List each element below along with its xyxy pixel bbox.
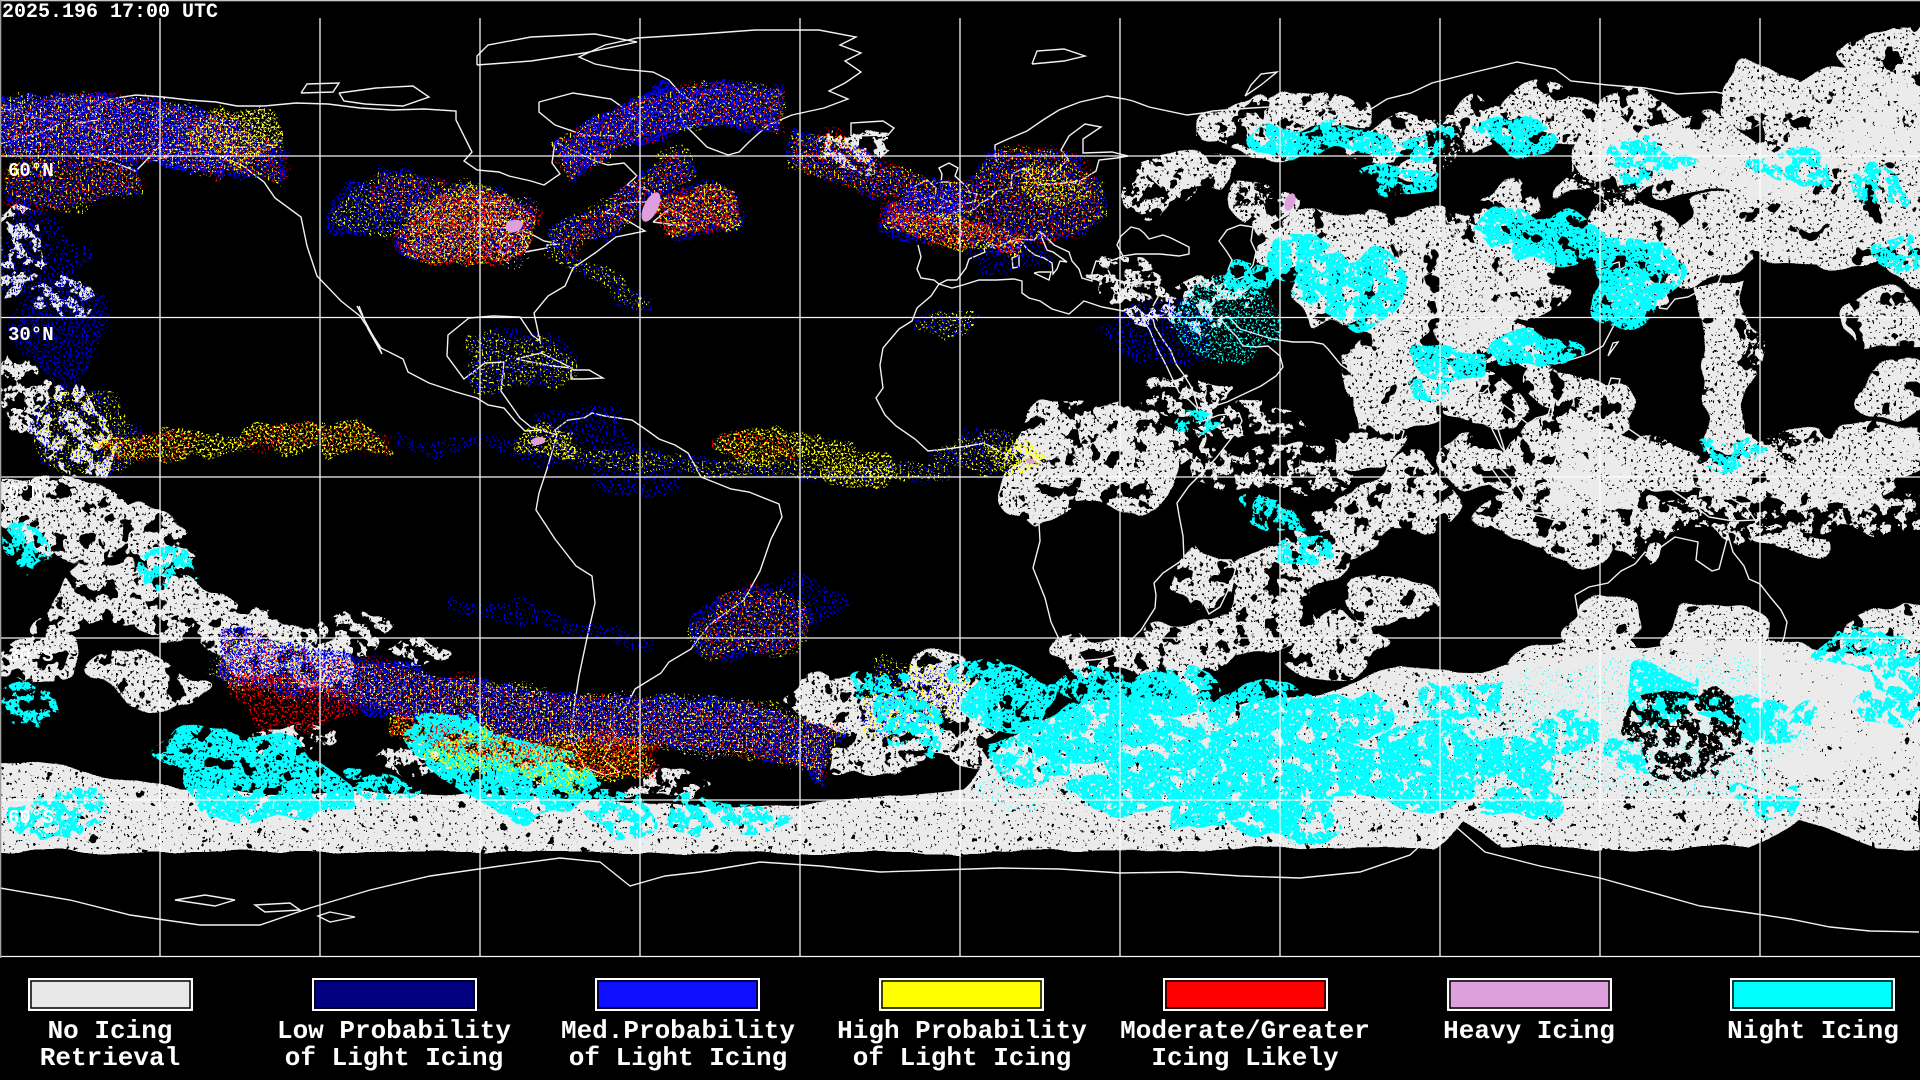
svg-text:No Icing: No Icing xyxy=(48,1016,173,1046)
svg-text:30°S: 30°S xyxy=(8,645,54,667)
svg-text:Retrieval: Retrieval xyxy=(40,1043,180,1073)
svg-text:Heavy Icing: Heavy Icing xyxy=(1443,1016,1615,1046)
svg-text:of Light Icing: of Light Icing xyxy=(285,1043,503,1073)
svg-text:0°N: 0°N xyxy=(8,482,42,504)
svg-text:Low Probability: Low Probability xyxy=(277,1016,511,1046)
svg-text:of Light Icing: of Light Icing xyxy=(853,1043,1071,1073)
svg-text:Night Icing: Night Icing xyxy=(1727,1016,1899,1046)
svg-text:Moderate/Greater: Moderate/Greater xyxy=(1120,1016,1370,1046)
svg-text:30°N: 30°N xyxy=(8,324,54,346)
svg-text:2025.196 17:00 UTC: 2025.196 17:00 UTC xyxy=(2,1,218,24)
svg-text:of Light Icing: of Light Icing xyxy=(569,1043,787,1073)
svg-text:Med.Probability: Med.Probability xyxy=(561,1016,795,1046)
svg-text:High Probability: High Probability xyxy=(837,1016,1087,1046)
svg-text:60°N: 60°N xyxy=(8,160,54,182)
svg-text:60°S: 60°S xyxy=(8,807,54,829)
svg-text:Icing Likely: Icing Likely xyxy=(1151,1043,1339,1073)
